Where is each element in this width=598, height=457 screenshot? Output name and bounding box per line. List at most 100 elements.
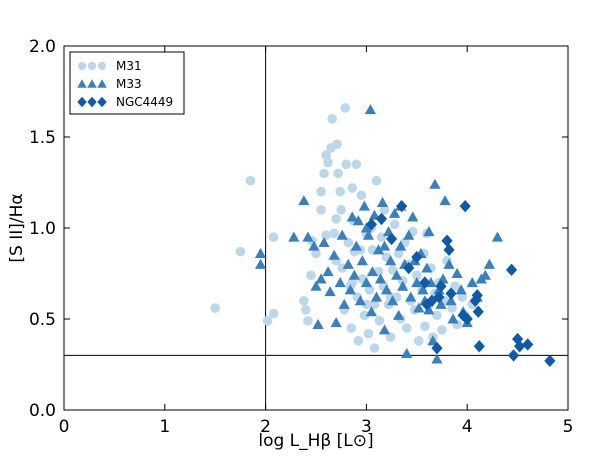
data-point-m31 <box>262 316 273 326</box>
data-point-m31 <box>356 190 367 201</box>
data-point-m31 <box>335 186 345 197</box>
data-point-ngc4449 <box>514 340 526 353</box>
data-point-m31 <box>437 325 447 335</box>
x-tick-label: 0 <box>59 417 70 437</box>
data-point-m33 <box>338 298 350 309</box>
data-point-m31 <box>420 321 430 332</box>
y-tick-label: 1.0 <box>29 219 56 239</box>
data-point-m33 <box>431 353 443 364</box>
legend-entry-m33: M33 <box>77 77 142 91</box>
data-point-m31 <box>321 230 331 241</box>
legend-marker <box>87 79 97 88</box>
data-point-m31 <box>319 168 329 179</box>
data-point-m33 <box>376 196 389 207</box>
data-point-m33 <box>288 231 300 242</box>
data-point-ngc4449 <box>461 312 473 326</box>
data-point-ngc4449 <box>507 349 520 362</box>
data-point-m31 <box>346 323 357 333</box>
data-point-m33 <box>397 280 409 291</box>
legend-label: M33 <box>116 77 142 91</box>
data-point-m33 <box>344 284 356 295</box>
data-point-m33 <box>455 284 467 295</box>
data-point-m33 <box>362 229 375 240</box>
data-point-ngc4449 <box>522 338 534 351</box>
data-point-m33 <box>378 240 391 251</box>
data-point-m31 <box>340 103 351 113</box>
data-point-m31 <box>450 281 460 292</box>
series-m31 <box>210 103 478 353</box>
data-point-m31 <box>268 232 279 242</box>
data-point-m31 <box>389 219 400 230</box>
data-point-m33 <box>366 266 379 277</box>
series-ngc4449 <box>365 199 556 368</box>
y-tick-label: 1.5 <box>29 128 56 148</box>
y-tick-label: 0.0 <box>29 401 56 421</box>
data-point-m33 <box>378 324 391 335</box>
data-point-m33 <box>491 231 504 242</box>
data-point-m31 <box>210 303 220 313</box>
data-point-m33 <box>315 273 327 284</box>
data-point-m33 <box>308 240 320 251</box>
data-point-m33 <box>443 258 455 269</box>
legend: M31 M33 NGC4449 <box>69 51 185 115</box>
data-point-m33 <box>417 284 429 295</box>
data-point-m33 <box>330 317 342 328</box>
legend-marker <box>97 79 107 88</box>
data-point-m33 <box>254 258 267 269</box>
data-point-m31 <box>353 336 364 346</box>
data-point-m33 <box>354 295 366 306</box>
data-point-m33 <box>356 255 368 266</box>
data-point-m33 <box>324 286 336 297</box>
data-point-m31 <box>371 175 382 186</box>
data-point-m33 <box>479 269 491 280</box>
data-point-m33 <box>439 195 451 206</box>
axis-ticks: 0 1 2 3 4 5 0.0 0.5 1.0 1.5 2.0 <box>29 37 573 437</box>
data-point-m33 <box>423 226 435 237</box>
data-point-ngc4449 <box>459 199 471 213</box>
data-point-m31 <box>364 285 375 295</box>
data-point-m31 <box>387 265 398 275</box>
data-point-m31 <box>301 305 311 315</box>
data-point-m31 <box>369 299 380 310</box>
data-point-m31 <box>412 270 422 281</box>
data-point-m33 <box>427 335 439 346</box>
data-point-m33 <box>334 277 346 288</box>
data-point-m33 <box>451 267 463 278</box>
data-point-ngc4449 <box>411 250 423 264</box>
legend-marker <box>77 61 87 71</box>
data-point-m31 <box>447 303 457 313</box>
reference-lines <box>64 46 568 410</box>
data-point-ngc4449 <box>403 261 415 275</box>
data-point-m31 <box>299 296 309 306</box>
data-point-ngc4449 <box>512 332 524 346</box>
data-point-m31 <box>316 205 326 215</box>
data-point-m31 <box>245 175 256 186</box>
data-point-m33 <box>318 236 330 248</box>
legend-entry-m31: M31 <box>77 59 142 73</box>
data-point-m31 <box>321 150 331 160</box>
data-point-m33 <box>387 295 399 306</box>
data-point-m31 <box>401 323 412 333</box>
data-point-m33 <box>395 240 407 251</box>
y-axis-label: [S II]/Hα <box>7 193 27 262</box>
data-point-m33 <box>403 229 415 240</box>
data-point-m31 <box>432 310 442 321</box>
data-point-m31 <box>379 205 390 215</box>
data-point-m33 <box>350 240 362 251</box>
data-point-m33 <box>302 231 314 242</box>
data-point-ngc4449 <box>431 341 443 355</box>
x-tick-label: 5 <box>563 417 574 437</box>
data-point-m31 <box>327 114 337 124</box>
data-point-m33 <box>368 209 381 220</box>
x-axis-label: log L_Hβ [L⊙] <box>258 431 373 451</box>
legend-label: NGC4449 <box>116 95 173 109</box>
data-point-ngc4449 <box>433 290 445 304</box>
legend-marker <box>87 96 97 108</box>
data-point-m31 <box>393 248 404 259</box>
y-tick-label: 2.0 <box>29 37 56 57</box>
data-point-m33 <box>254 247 267 258</box>
data-point-ngc4449 <box>544 354 556 368</box>
data-point-m31 <box>369 343 380 353</box>
data-point-m33 <box>447 313 459 324</box>
data-point-m31 <box>332 139 342 150</box>
